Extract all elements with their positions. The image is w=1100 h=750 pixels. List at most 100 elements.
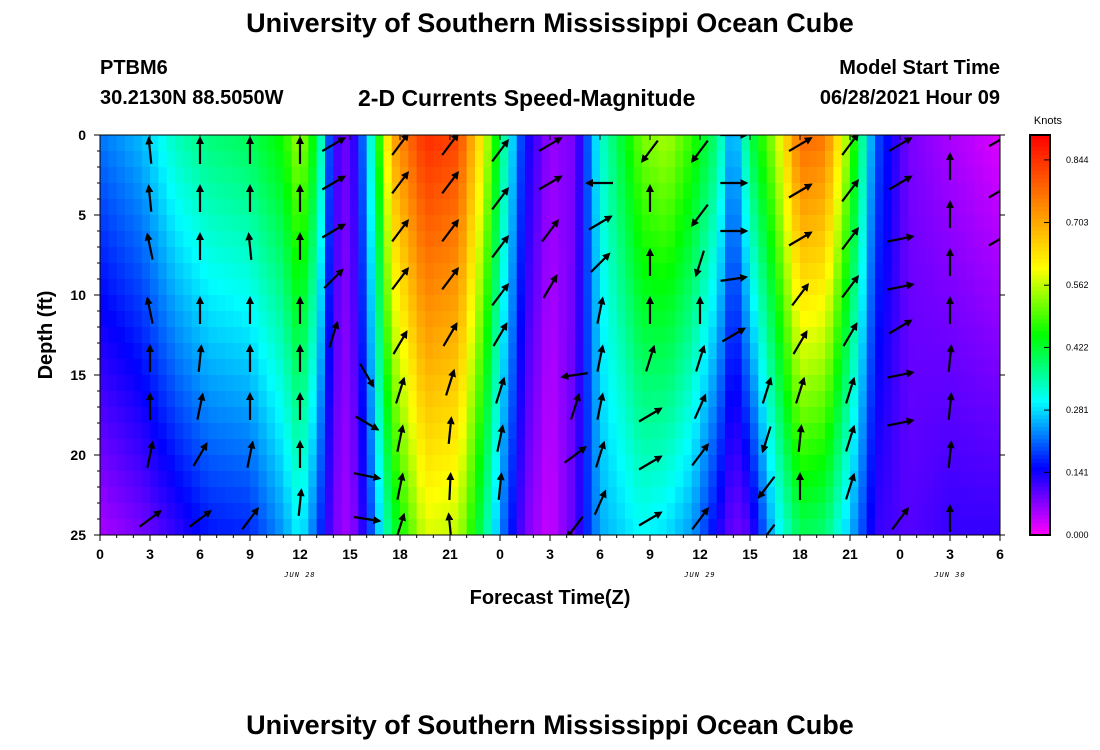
heatmap-cell — [350, 327, 359, 344]
heatmap-cell — [875, 519, 884, 535]
heatmap-cell — [833, 327, 843, 344]
heatmap-cell — [925, 247, 934, 264]
heatmap-cell — [200, 247, 209, 264]
heatmap-cell — [866, 519, 876, 535]
heatmap-cell — [250, 231, 259, 248]
heatmap-cell — [850, 343, 859, 360]
heatmap-cell — [675, 135, 684, 152]
heatmap-cell — [416, 359, 426, 376]
heatmap-cell — [258, 295, 268, 312]
colorbar-segment — [1030, 295, 1050, 300]
heatmap-cell — [750, 343, 759, 360]
heatmap-cell — [900, 247, 909, 264]
heatmap-cell — [208, 231, 218, 248]
heatmap-cell — [825, 199, 834, 216]
heatmap-cell — [308, 199, 318, 216]
speed-heatmap — [100, 135, 1000, 535]
heatmap-cell — [175, 359, 184, 376]
heatmap-cell — [408, 487, 418, 504]
heatmap-cell — [283, 311, 293, 328]
heatmap-cell — [408, 295, 418, 312]
heatmap-cell — [900, 263, 909, 280]
heatmap-cell — [650, 439, 659, 456]
heatmap-cell — [866, 503, 876, 520]
heatmap-cell — [708, 343, 718, 360]
heatmap-cell — [308, 135, 318, 152]
heatmap-cell — [258, 407, 268, 424]
heatmap-cell — [175, 183, 184, 200]
heatmap-cell — [466, 327, 476, 344]
heatmap-cell — [108, 199, 118, 216]
heatmap-cell — [841, 503, 851, 520]
heatmap-cell — [725, 519, 734, 535]
heatmap-cell — [958, 343, 968, 360]
heatmap-cell — [508, 231, 518, 248]
heatmap-cell — [441, 151, 451, 168]
heatmap-cell — [366, 471, 376, 488]
x-axis-title: Forecast Time(Z) — [470, 587, 631, 609]
heatmap-cell — [866, 151, 876, 168]
heatmap-cell — [808, 295, 818, 312]
heatmap-cell — [591, 439, 601, 456]
heatmap-cell — [808, 471, 818, 488]
heatmap-cell — [166, 375, 176, 392]
colorbar-segment — [1030, 307, 1050, 312]
heatmap-cell — [583, 487, 593, 504]
heatmap-cell — [291, 375, 301, 392]
heatmap-cell — [208, 455, 218, 472]
heatmap-cell — [308, 471, 318, 488]
heatmap-cell — [208, 247, 218, 264]
heatmap-cell — [408, 215, 418, 232]
heatmap-cell — [833, 311, 843, 328]
heatmap-cell — [458, 375, 468, 392]
heatmap-cell — [583, 503, 593, 520]
heatmap-cell — [658, 183, 668, 200]
heatmap-cell — [233, 439, 243, 456]
heatmap-cell — [766, 359, 776, 376]
heatmap-cell — [258, 375, 268, 392]
heatmap-cell — [100, 167, 109, 184]
heatmap-cell — [741, 471, 751, 488]
heatmap-cell — [483, 295, 493, 312]
heatmap-cell — [633, 439, 643, 456]
heatmap-cell — [675, 503, 684, 520]
heatmap-cell — [825, 455, 834, 472]
heatmap-cell — [858, 359, 868, 376]
heatmap-cell — [391, 439, 401, 456]
heatmap-cell — [716, 295, 726, 312]
heatmap-cell — [983, 359, 993, 376]
heatmap-cell — [358, 263, 368, 280]
heatmap-cell — [775, 503, 784, 520]
heatmap-cell — [450, 247, 459, 264]
heatmap-cell — [308, 455, 318, 472]
heatmap-cell — [150, 183, 159, 200]
heatmap-cell — [458, 151, 468, 168]
heatmap-cell — [258, 503, 268, 520]
heatmap-cell — [100, 231, 109, 248]
heatmap-cell — [283, 183, 293, 200]
heatmap-cell — [708, 263, 718, 280]
heatmap-cell — [725, 295, 734, 312]
heatmap-cell — [533, 455, 543, 472]
heatmap-cell — [491, 359, 501, 376]
heatmap-cell — [450, 231, 459, 248]
heatmap-cell — [150, 199, 159, 216]
heatmap-cell — [133, 343, 143, 360]
heatmap-cell — [566, 151, 576, 168]
heatmap-cell — [575, 423, 584, 440]
heatmap-cell — [500, 199, 509, 216]
heatmap-cell — [183, 231, 193, 248]
heatmap-cell — [391, 519, 401, 535]
current-vector-arrow — [841, 275, 859, 299]
heatmap-cell — [350, 407, 359, 424]
heatmap-cell — [525, 439, 534, 456]
heatmap-cell — [733, 423, 743, 440]
heatmap-cell — [583, 151, 593, 168]
heatmap-cell — [808, 279, 818, 296]
heatmap-cell — [491, 343, 501, 360]
current-vector-arrow — [691, 443, 709, 467]
heatmap-cell — [166, 215, 176, 232]
heatmap-cell — [400, 439, 409, 456]
heatmap-cell — [275, 519, 284, 535]
heatmap-cell — [975, 151, 984, 168]
